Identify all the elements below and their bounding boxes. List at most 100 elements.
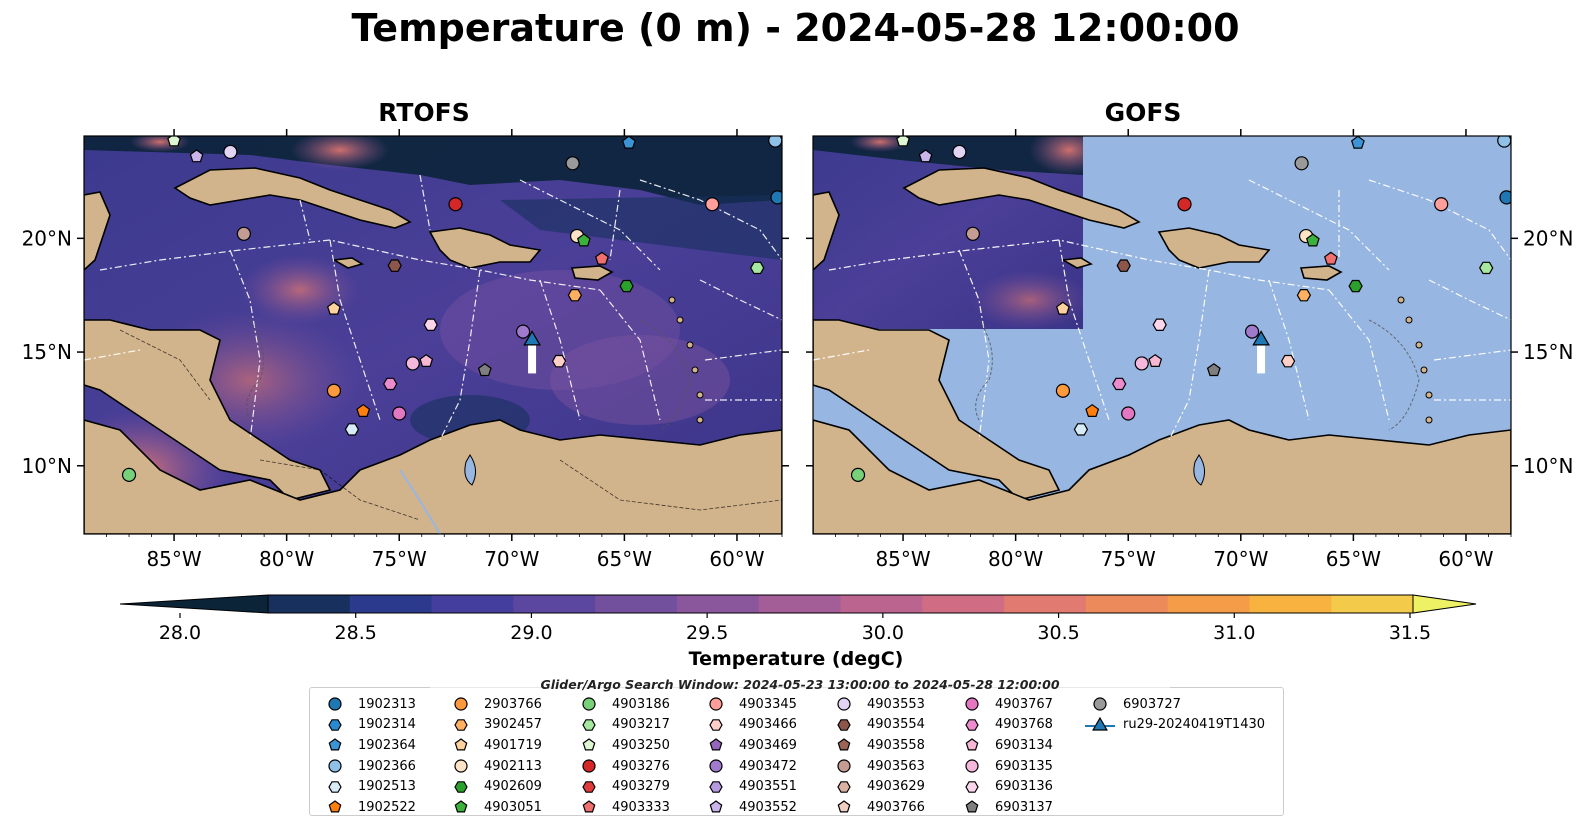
legend-marker-icon: [582, 800, 596, 813]
legend-item: 4903563: [827, 756, 957, 777]
x-tick-label: 70°W: [1213, 547, 1268, 571]
legend-marker-icon: [837, 800, 851, 813]
legend-label: ru29-20240419T1430: [1123, 717, 1266, 733]
float-4903563: [236, 226, 251, 241]
colorbar-segment: [431, 595, 514, 613]
legend-column: 2903766 3902457 4901719 4902113 4902609 49030…: [444, 694, 574, 818]
legend-marker: [582, 697, 596, 711]
colorbar-tick-label: 29.0: [510, 622, 552, 644]
legend-item: 4903217: [572, 715, 702, 736]
float-4903333: [594, 251, 609, 265]
legend-marker: [709, 780, 723, 793]
float-1902313: [770, 190, 782, 205]
legend-marker-icon: [582, 738, 596, 751]
figure-title: Temperature (0 m) - 2024-05-28 12:00:00: [351, 6, 1240, 50]
float-4903553: [952, 144, 967, 160]
legend-column: 4903186 4903217 4903250 4903276 4903279 49033…: [572, 694, 702, 818]
legend-item: 4901719: [444, 735, 574, 756]
legend-label: 4903279: [612, 779, 670, 795]
float-6903727: [565, 156, 580, 171]
colorbar-segment: [840, 595, 923, 613]
float-4901719: [1055, 301, 1070, 315]
legend-item: 4903558: [827, 735, 957, 756]
rtofs-float-markers: [121, 136, 782, 482]
x-tick-label: 80°W: [259, 547, 314, 571]
legend-marker: [837, 780, 851, 793]
legend-marker: [582, 800, 596, 813]
legend-marker: [965, 738, 979, 751]
legend-column: 4903345 4903466 4903469 4903472 4903551 49035…: [699, 694, 829, 818]
colorbar: 28.0 28.5 29.0 29.5 30.0 30.5 31.0 31.5: [119, 594, 1477, 644]
x-tick-label: 75°W: [372, 547, 427, 571]
colorbar-segment: [758, 595, 841, 613]
legend-item: 6903134: [955, 735, 1085, 756]
colorbar-segment: [676, 595, 760, 613]
float-4903472: [1244, 324, 1260, 339]
colorbar-segment: [1085, 595, 1169, 613]
colorbar-segment: [1331, 595, 1414, 613]
legend-label: 4902609: [484, 779, 542, 795]
legend-column: 6903727 ru29-20240419T1430: [1083, 694, 1265, 735]
legend-marker: [454, 719, 468, 731]
legend-column: 4903553 4903554 4903558 4903563 4903629 49037…: [827, 694, 957, 818]
legend-label: 1902364: [358, 737, 416, 753]
legend-marker: [965, 780, 979, 793]
float-6903137: [1206, 363, 1221, 377]
float-4902609: [1348, 279, 1363, 293]
legend-item: 6903137: [955, 797, 1085, 818]
x-tick-label: 60°W: [709, 547, 764, 571]
legend-item: 4903466: [699, 715, 829, 736]
float-4903276: [448, 197, 463, 212]
legend-item: 4903766: [827, 797, 957, 818]
legend-item: 1902314: [318, 715, 448, 736]
legend-marker: [965, 697, 979, 711]
legend-item: 4902113: [444, 756, 574, 777]
legend-item: 3902457: [444, 715, 574, 736]
colorbar-tick-label: 30.0: [862, 622, 904, 644]
legend-label: 4903472: [739, 758, 797, 774]
legend-item: 4903554: [827, 715, 957, 736]
float-4903554: [1116, 259, 1131, 272]
map-axes: 85°W 80°W 75°W 70°W 65°W 60°W 20°N 15°N 10°N 85°W…: [22, 129, 1573, 571]
legend-item: 4903552: [699, 797, 829, 818]
legend-item: 4903250: [572, 735, 702, 756]
x-tick-label: 70°W: [484, 547, 539, 571]
float-4903767: [392, 406, 407, 421]
gofs-float-markers: [850, 136, 1511, 482]
legend-marker-icon: [1093, 697, 1107, 711]
legend-marker: [328, 738, 342, 751]
legend-label: 2903766: [484, 696, 542, 712]
legend-marker: [328, 800, 342, 813]
legend-marker: [965, 759, 979, 773]
legend-label: 4903276: [612, 758, 670, 774]
legend-label: 1902522: [358, 799, 416, 815]
colorbar-label: Temperature (degC): [689, 648, 904, 670]
colorbar-segment: [268, 595, 351, 613]
legend-marker: [837, 800, 851, 813]
legend-label: 1902313: [358, 696, 416, 712]
float-1902364: [621, 136, 636, 149]
legend-marker-icon: [837, 697, 851, 711]
float-4903553: [223, 144, 238, 160]
legend-marker: [454, 697, 468, 711]
legend-marker: [965, 719, 979, 731]
legend-marker-icon: [582, 780, 596, 793]
float-2903766: [326, 383, 342, 398]
legend-marker: [837, 759, 851, 773]
colorbar-tick-label: 30.5: [1037, 622, 1079, 644]
legend-item: 1902313: [318, 694, 448, 715]
x-tick-label: 75°W: [1101, 547, 1156, 571]
float-1902513: [1073, 423, 1089, 436]
legend-marker: [582, 738, 596, 751]
legend-label: 4903051: [484, 799, 542, 815]
y-tick-label-right: 15°N: [1523, 340, 1573, 364]
gofs-map: [813, 136, 1511, 534]
legend-label: 4903466: [739, 717, 797, 733]
legend-marker-icon: [454, 697, 468, 711]
legend-item: 2903766: [444, 694, 574, 715]
glider-triangle-marker: [523, 330, 541, 346]
float-4903250: [896, 136, 910, 147]
legend-label: 1902314: [358, 717, 416, 733]
glider-track-line: [528, 343, 537, 374]
legend-label: 4903333: [612, 799, 670, 815]
